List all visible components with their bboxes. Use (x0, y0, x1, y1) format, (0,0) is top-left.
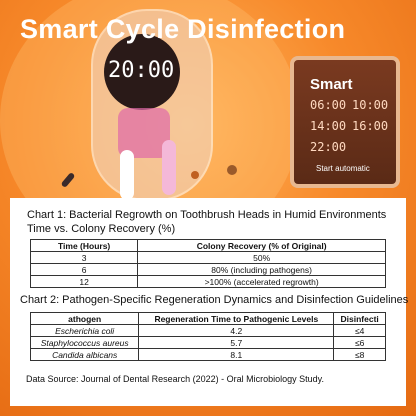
panel-caption: Start automatic (316, 164, 370, 173)
cell: ≤4 (333, 324, 386, 337)
panel-title: Smart (310, 76, 353, 93)
cell: 4.2 (138, 324, 335, 337)
cell: 5.7 (138, 336, 335, 349)
chart1-subtitle: Time vs. Colony Recovery (%) (27, 223, 176, 235)
time: 14:00 (310, 119, 347, 133)
title: Smart Cycle Disinfection (20, 14, 346, 44)
cell: 6 (29, 263, 139, 276)
schedule-panel: Smart 06:00 10:00 14:00 16:00 22:00 Star… (290, 56, 400, 188)
cell: >100% (accelerated regrowth) (137, 275, 386, 288)
card: Chart 1: Bacterial Regrowth on Toothbrus… (10, 198, 409, 406)
cell: 8.1 (138, 348, 335, 361)
device-display: 20:00 (108, 58, 175, 83)
cell: ≤8 (333, 348, 386, 361)
th: athogen (29, 312, 140, 325)
table1: Time (Hours) Colony Recovery (% of Origin… (29, 239, 386, 288)
cell: 80% (including pathogens) (137, 263, 386, 276)
time: 16:00 (352, 119, 389, 133)
cell: 3 (29, 251, 139, 264)
th: Time (Hours) (29, 239, 139, 252)
time: 06:00 (310, 98, 347, 112)
cell: ≤6 (333, 336, 386, 349)
cell: Candida albicans (29, 348, 140, 361)
cell: 50% (137, 251, 386, 264)
table2: athogen Regeneration Time to Pathogenic L… (29, 312, 386, 361)
time: 22:00 (310, 140, 347, 154)
th: Regeneration Time to Pathogenic Levels (138, 312, 335, 325)
chart2-title: Chart 2: Pathogen-Specific Regeneration … (20, 294, 409, 306)
cell: Staphylococcus aureus (29, 336, 140, 349)
cell: Escherichia coli (29, 324, 140, 337)
source: Data Source: Journal of Dental Research … (26, 374, 324, 384)
chart1-title: Chart 1: Bacterial Regrowth on Toothbrus… (27, 209, 387, 221)
th: Disinfecti (333, 312, 386, 325)
time: 10:00 (352, 98, 389, 112)
th: Colony Recovery (% of Original) (137, 239, 386, 252)
cell: 12 (29, 275, 139, 288)
